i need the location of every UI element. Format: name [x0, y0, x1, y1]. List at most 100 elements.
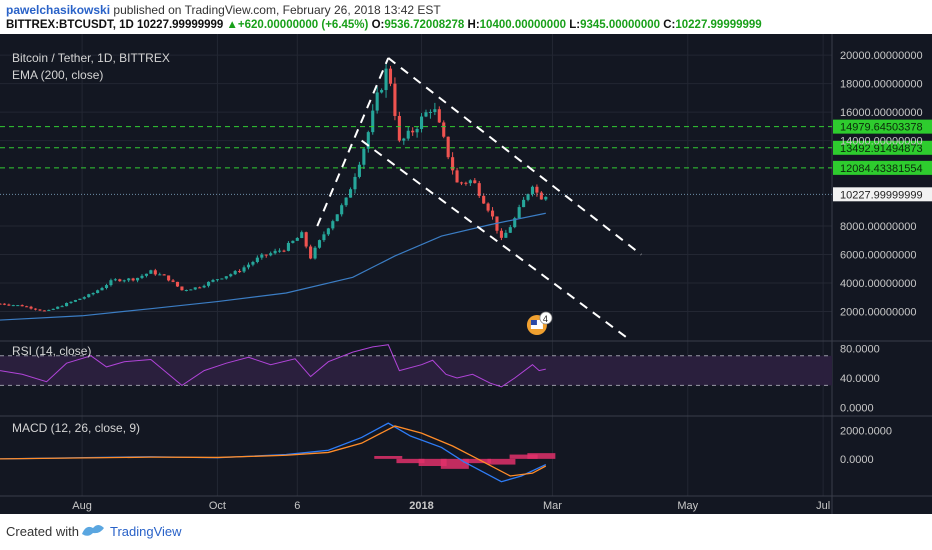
candle-body	[193, 287, 197, 290]
candle-body	[118, 279, 122, 282]
candle-body	[340, 205, 344, 215]
candle-body	[424, 112, 428, 117]
candle-body	[207, 281, 211, 286]
candle-body	[406, 130, 410, 139]
candle-body	[326, 228, 330, 235]
candle-body	[490, 210, 495, 217]
candle-body	[309, 246, 313, 259]
candle-body	[273, 250, 277, 254]
publish-line: pawelchasikowski published on TradingVie…	[6, 3, 441, 17]
candle-body	[149, 270, 153, 274]
ohlc-line: BITTREX:BTCUSDT, 1D 10227.99999999 ▲+620…	[6, 19, 762, 31]
candle-body	[153, 270, 157, 275]
close-label: C:	[663, 19, 676, 31]
macd-title: MACD (12, 26, close, 9)	[12, 421, 140, 435]
candle-body	[69, 301, 73, 303]
candle-body	[375, 92, 379, 111]
header: pawelchasikowski published on TradingVie…	[0, 0, 932, 34]
macd-histogram-bar	[527, 453, 556, 459]
change-value: +620.00000000 (+6.45%)	[237, 19, 369, 31]
y-tick-label: 16000.00000000	[840, 107, 923, 119]
candle-body	[344, 197, 348, 206]
candle-body	[442, 122, 446, 137]
change-up-icon: ▲	[226, 19, 238, 31]
y-tick-label: 8000.00000000	[840, 221, 916, 233]
candle-body	[464, 182, 468, 184]
main-title: Bitcoin / Tether, 1D, BITTREX	[12, 51, 170, 65]
candle-body	[29, 306, 33, 309]
candle-body	[513, 218, 517, 228]
candle-body	[277, 250, 282, 252]
rsi-line	[0, 344, 546, 388]
candle-body	[357, 164, 361, 177]
tradingview-brand[interactable]: TradingView	[110, 524, 182, 539]
candle-body	[304, 232, 308, 247]
trendline-lower-channel	[361, 139, 631, 341]
candle-body	[473, 180, 477, 184]
macd-histogram-bar	[374, 456, 403, 459]
candle-body	[7, 304, 11, 306]
candle-body	[211, 280, 215, 282]
candle-body	[331, 221, 335, 229]
low-value: 9345.00000000	[580, 19, 661, 31]
macd-signal-line	[0, 425, 547, 477]
candle-body	[180, 286, 184, 291]
candle-body	[317, 240, 322, 248]
y-tick-label: 4000.00000000	[840, 278, 916, 290]
candle-body	[229, 274, 233, 277]
high-value: 10400.00000000	[479, 19, 566, 31]
candle-body	[104, 285, 109, 288]
candle-body	[291, 240, 295, 243]
chart-area[interactable]: 14979.64503378 13492.91494873 12084.433815…	[0, 34, 932, 514]
open-value: 9536.72008278	[384, 19, 465, 31]
candle-body	[100, 287, 104, 291]
candle-body	[38, 309, 42, 311]
chart-svg[interactable]: 14979.64503378 13492.91494873 12084.433815…	[0, 34, 932, 514]
candle-body	[246, 264, 251, 268]
candle-body	[215, 279, 219, 281]
last-price-label-bg	[833, 187, 932, 202]
candle-body	[419, 116, 424, 129]
open-label: O:	[371, 19, 385, 31]
candle-body	[362, 148, 366, 165]
candle-body	[109, 280, 113, 286]
candle-body	[144, 273, 148, 276]
macd-histogram-bar	[418, 458, 447, 466]
candle-body	[255, 257, 259, 262]
chart-background	[0, 34, 932, 514]
x-tick-label: Aug	[72, 500, 92, 512]
candle-body	[455, 170, 459, 183]
candle-body	[96, 290, 100, 294]
y-tick-label: 6000.00000000	[840, 250, 916, 262]
candle-body	[25, 306, 29, 308]
candle-body	[393, 83, 397, 116]
candle-body	[0, 303, 2, 305]
candle-body	[167, 275, 171, 281]
candle-body	[388, 68, 393, 84]
candle-body	[158, 274, 162, 276]
trendline-rise-line	[316, 57, 390, 227]
candle-body	[73, 300, 77, 302]
macd-histogram-bar	[487, 458, 516, 465]
candle-body	[202, 285, 206, 288]
candle-body	[220, 278, 224, 280]
last-price: 10227.99999999	[136, 19, 224, 31]
candle-body	[544, 196, 548, 200]
x-tick-label: Oct	[209, 500, 226, 512]
candle-body	[366, 132, 370, 149]
candle-body	[184, 290, 188, 292]
candle-body	[175, 281, 180, 287]
candle-body	[384, 68, 388, 91]
candle-body	[433, 109, 437, 112]
tradingview-logo-icon[interactable]	[80, 520, 106, 540]
candle-body	[47, 309, 51, 311]
high-label: H:	[467, 19, 480, 31]
rsi-y-tick-label: 0.0000	[840, 403, 874, 415]
event-count-bubble	[539, 311, 553, 325]
author-link[interactable]: pawelchasikowski	[6, 3, 111, 17]
candle-body	[42, 310, 46, 312]
candle-body	[411, 130, 415, 133]
candle-body	[313, 247, 317, 259]
y-tick-label: 18000.00000000	[840, 79, 923, 91]
candle-body	[122, 280, 126, 282]
